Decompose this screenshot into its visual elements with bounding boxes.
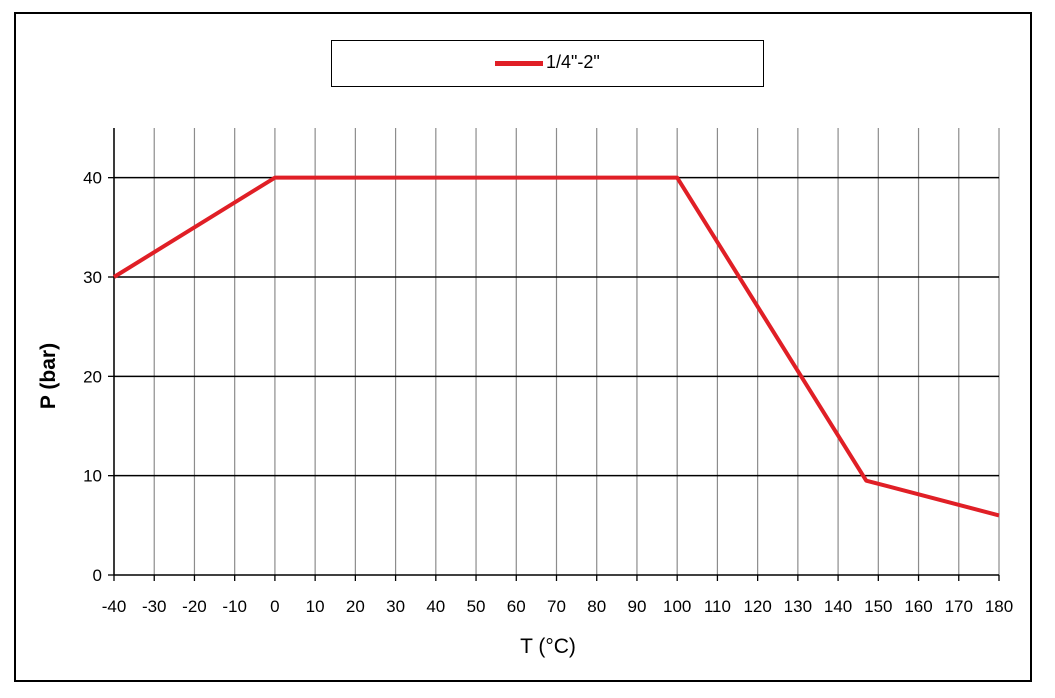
x-tick-label: 160	[904, 597, 932, 616]
y-axis-title: P (bar)	[37, 343, 60, 409]
x-tick-label: 60	[507, 597, 526, 616]
x-tick-label: 100	[663, 597, 691, 616]
x-tick-label: 110	[704, 597, 731, 616]
y-tick-label: 0	[93, 566, 102, 585]
y-tick-label: 10	[83, 467, 102, 486]
tick-labels: -40 -30 -20 -10 0 10 20 30 40 50 60 70 80 90 100 110 120…	[83, 169, 1013, 616]
x-tick-label: -40	[102, 597, 127, 616]
x-tick-label: 120	[743, 597, 771, 616]
y-tick-label: 40	[83, 169, 102, 188]
y-tick-label: 30	[83, 268, 102, 287]
legend: 1/4"-2"	[331, 40, 764, 87]
series-line-1	[112, 175, 1000, 518]
x-tick-label: 20	[346, 597, 365, 616]
chart-frame	[14, 12, 1032, 682]
y-tick-label: 20	[83, 367, 102, 386]
axes	[108, 128, 1000, 581]
x-tick-label: 180	[985, 597, 1013, 616]
x-tick-label: 90	[627, 597, 646, 616]
x-tick-label: -10	[222, 597, 247, 616]
x-tick-label: 130	[784, 597, 812, 616]
legend-label: 1/4"-2"	[546, 52, 600, 72]
x-tick-label: 170	[945, 597, 973, 616]
x-tick-label: -20	[182, 597, 207, 616]
x-tick-label: 50	[467, 597, 486, 616]
x-tick-label: 10	[306, 597, 325, 616]
x-tick-label: -30	[142, 597, 167, 616]
legend-swatch	[495, 61, 543, 66]
x-tick-label: 30	[386, 597, 405, 616]
x-tick-label: 0	[270, 597, 279, 616]
series-lines	[112, 175, 1000, 518]
x-tick-label: 70	[547, 597, 566, 616]
x-tick-label: 150	[864, 597, 892, 616]
x-tick-label: 140	[824, 597, 852, 616]
x-tick-label: 80	[587, 597, 606, 616]
x-axis-title: T (°C)	[520, 635, 576, 658]
x-tick-label: 40	[426, 597, 445, 616]
